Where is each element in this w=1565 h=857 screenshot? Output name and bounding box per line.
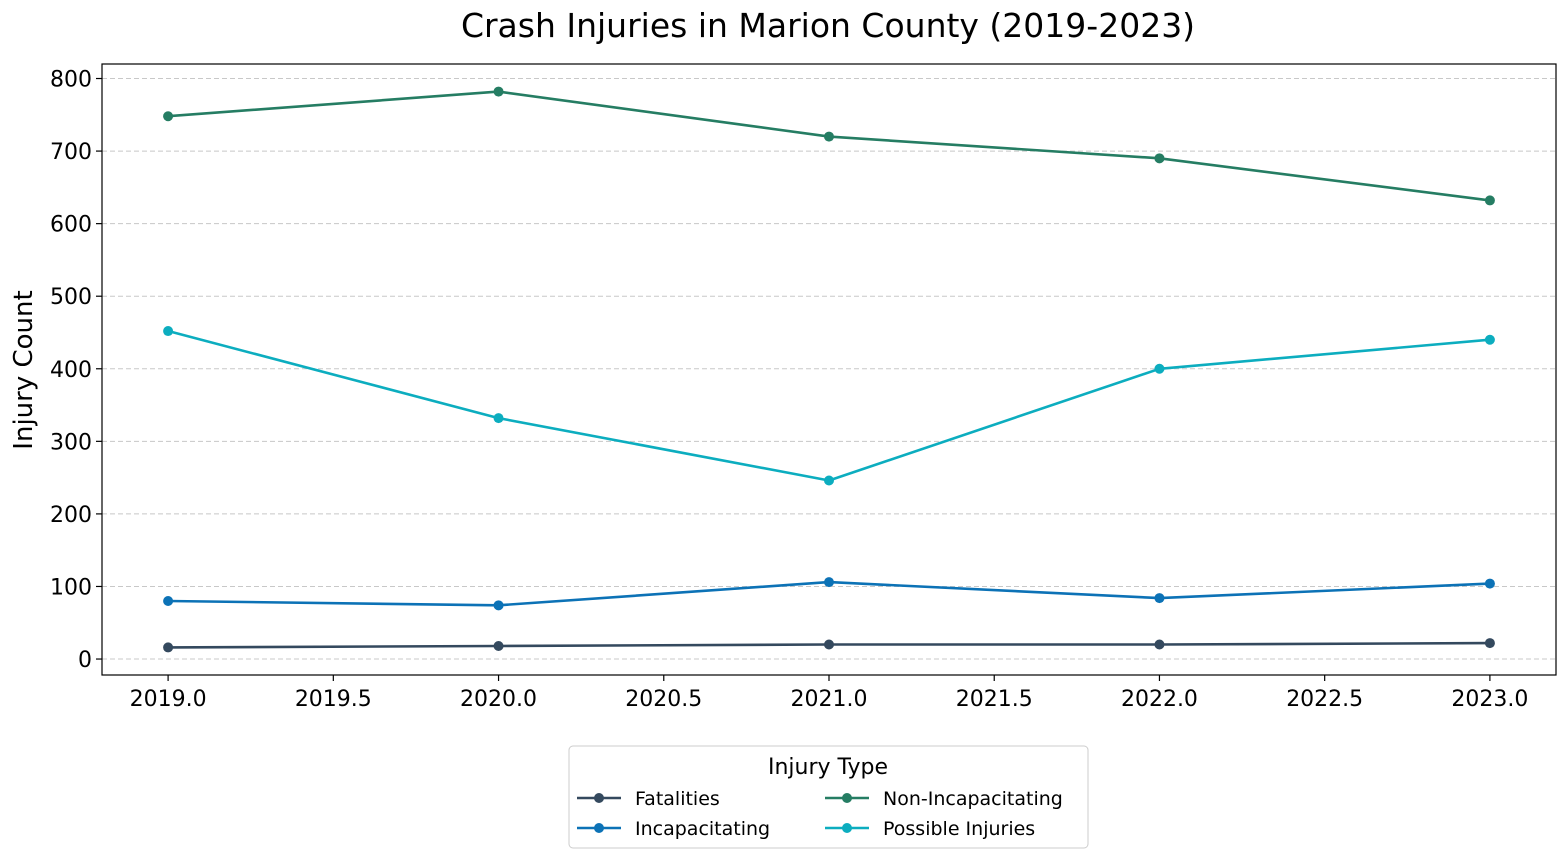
y-tick-label: 300	[50, 430, 92, 455]
y-axis-label: Injury Count	[9, 290, 39, 449]
y-tick-label: 0	[78, 648, 92, 673]
data-point-fatalities	[824, 639, 834, 650]
legend-label: Fatalities	[635, 788, 720, 810]
x-tick-label: 2023.0	[1451, 687, 1528, 712]
data-point-incapacitating	[163, 595, 174, 606]
legend-item-fatalities: Fatalities	[577, 788, 720, 810]
data-point-possible-injuries	[163, 326, 174, 337]
data-point-fatalities	[493, 640, 504, 651]
series-layer	[163, 86, 1495, 653]
legend-label: Incapacitating	[635, 818, 770, 840]
y-tick-label: 700	[50, 140, 92, 165]
y-tick-label: 500	[50, 285, 92, 310]
series-incapacitating	[163, 577, 1495, 611]
x-tick-label: 2021.5	[956, 687, 1033, 712]
legend-entries: Fatalities Incapacitating Non-Incapacitati…	[577, 788, 1063, 840]
data-point-incapacitating	[824, 577, 834, 588]
data-point-non-incapacitating	[1484, 195, 1495, 206]
y-tick-label: 400	[50, 358, 92, 383]
data-point-possible-injuries	[493, 413, 504, 424]
data-point-non-incapacitating	[1154, 153, 1165, 164]
data-point-possible-injuries	[824, 475, 834, 486]
x-tick-label: 2019.0	[130, 687, 207, 712]
series-possible-injuries	[163, 326, 1495, 486]
y-tick-label: 100	[50, 575, 92, 600]
data-point-non-incapacitating	[493, 86, 504, 97]
legend-label: Possible Injuries	[883, 818, 1035, 840]
series-fatalities	[163, 638, 1495, 653]
data-point-possible-injuries	[1484, 334, 1495, 345]
y-tick-label: 200	[50, 503, 92, 528]
data-point-fatalities	[163, 642, 174, 653]
y-tick-label: 800	[50, 68, 92, 93]
x-tick-label: 2019.5	[295, 687, 372, 712]
legend-swatch-marker	[594, 823, 604, 833]
series-line-possible-injuries	[167, 329, 1491, 482]
legend-swatch-marker	[842, 823, 852, 833]
gridlines	[102, 78, 1556, 660]
data-point-possible-injuries	[1154, 363, 1165, 374]
legend-title: Injury Type	[768, 755, 888, 780]
legend: Injury Type Fatalities Incapacitating Non-…	[568, 745, 1089, 849]
data-point-fatalities	[1484, 638, 1495, 649]
x-tick-label: 2021.0	[791, 687, 868, 712]
x-tick-label: 2020.0	[460, 687, 537, 712]
y-tick-label: 600	[50, 213, 92, 238]
legend-label: Non-Incapacitating	[883, 788, 1063, 810]
legend-swatch-marker	[594, 793, 604, 803]
data-point-non-incapacitating	[163, 111, 174, 122]
series-non-incapacitating	[163, 86, 1495, 206]
legend-item-non-incapacitating: Non-Incapacitating	[825, 788, 1063, 810]
x-tick-label: 2022.5	[1286, 687, 1363, 712]
data-point-incapacitating	[1154, 593, 1165, 604]
legend-item-possible-injuries: Possible Injuries	[825, 818, 1035, 840]
chart-title: Crash Injuries in Marion County (2019-20…	[461, 6, 1195, 45]
data-point-fatalities	[1154, 639, 1165, 650]
x-tick-label: 2022.0	[1121, 687, 1198, 712]
series-line-non-incapacitating	[168, 90, 1491, 202]
data-point-incapacitating	[493, 600, 504, 611]
legend-item-incapacitating: Incapacitating	[577, 818, 770, 840]
data-point-incapacitating	[1484, 578, 1495, 589]
y-axis: 0 100 200 300 400 500 600 700 800	[50, 68, 102, 673]
legend-swatch-marker	[842, 793, 852, 803]
x-axis: 2019.0 2019.5 2020.0 2020.5 2021.0 2021.5 2022…	[130, 675, 1528, 712]
x-tick-label: 2020.5	[625, 687, 702, 712]
data-point-non-incapacitating	[824, 131, 834, 142]
